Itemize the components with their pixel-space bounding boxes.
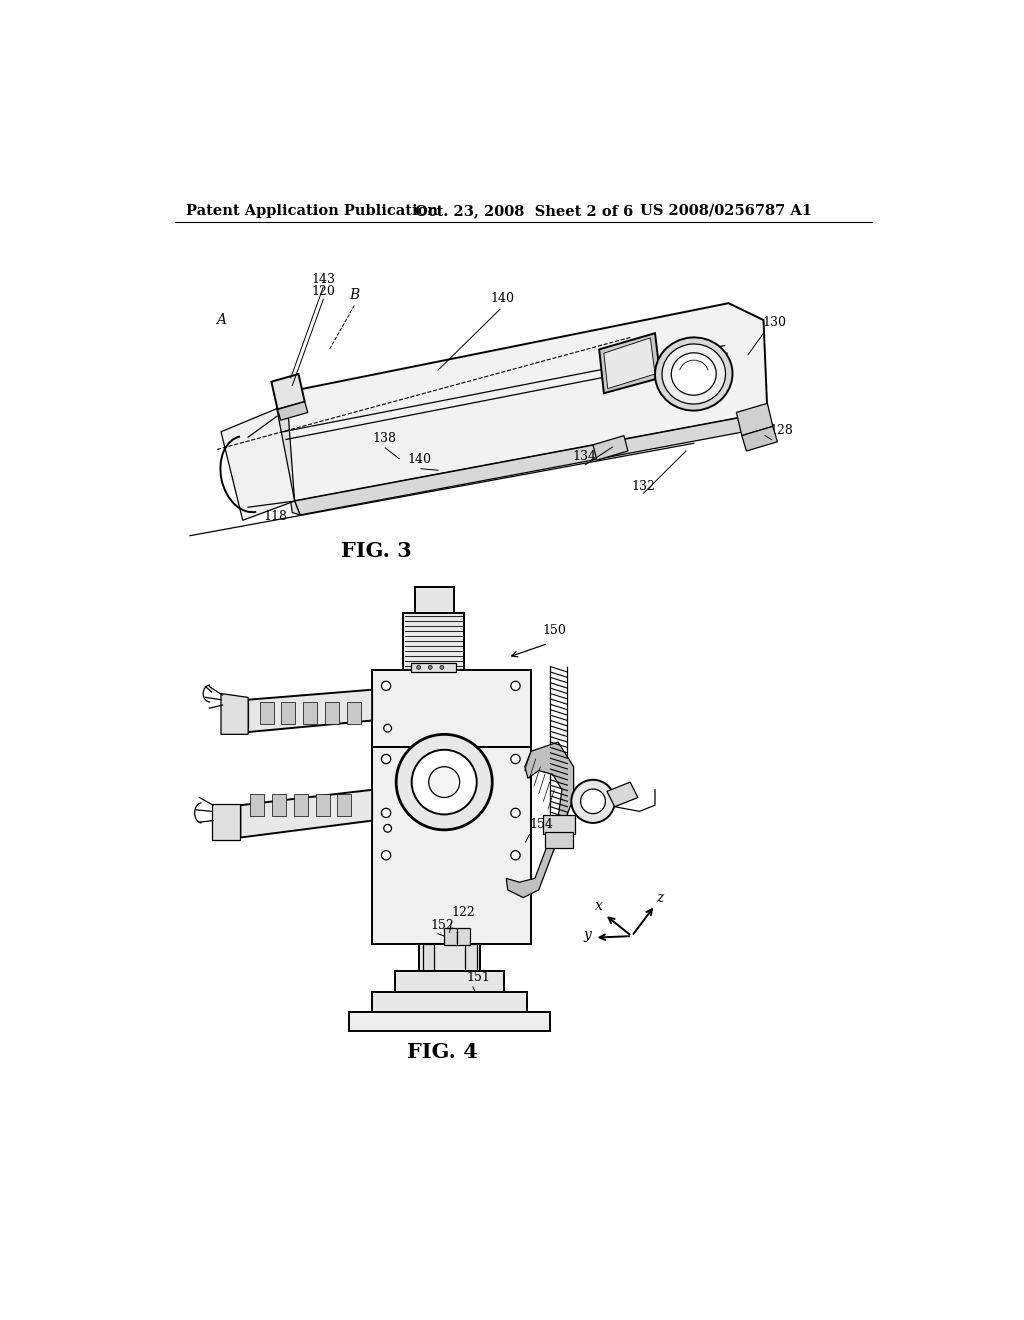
Text: US 2008/0256787 A1: US 2008/0256787 A1 <box>640 203 811 218</box>
Circle shape <box>440 665 443 669</box>
Text: Patent Application Publication: Patent Application Publication <box>186 203 438 218</box>
Circle shape <box>384 725 391 733</box>
FancyBboxPatch shape <box>294 795 308 816</box>
Circle shape <box>417 665 421 669</box>
Polygon shape <box>604 338 655 388</box>
Polygon shape <box>276 304 767 502</box>
FancyBboxPatch shape <box>346 702 360 723</box>
FancyBboxPatch shape <box>423 944 434 982</box>
Text: 120: 120 <box>311 285 336 298</box>
Text: A: A <box>216 313 225 327</box>
Text: FIG. 3: FIG. 3 <box>341 541 412 561</box>
FancyBboxPatch shape <box>349 1011 550 1031</box>
FancyBboxPatch shape <box>303 702 317 723</box>
Circle shape <box>381 755 391 763</box>
Circle shape <box>384 825 391 832</box>
Circle shape <box>381 850 391 859</box>
FancyBboxPatch shape <box>403 612 464 671</box>
Text: 143: 143 <box>311 273 336 286</box>
FancyBboxPatch shape <box>545 832 572 847</box>
Ellipse shape <box>672 352 716 395</box>
Text: B: B <box>349 288 359 302</box>
Circle shape <box>511 808 520 817</box>
FancyBboxPatch shape <box>372 671 531 747</box>
Text: Oct. 23, 2008  Sheet 2 of 6: Oct. 23, 2008 Sheet 2 of 6 <box>415 203 633 218</box>
Circle shape <box>381 681 391 690</box>
Text: 154: 154 <box>529 818 553 832</box>
Circle shape <box>428 665 432 669</box>
FancyBboxPatch shape <box>444 928 457 945</box>
FancyBboxPatch shape <box>272 795 286 816</box>
Polygon shape <box>221 409 295 520</box>
Circle shape <box>381 808 391 817</box>
Polygon shape <box>221 693 248 734</box>
Polygon shape <box>506 742 573 898</box>
Text: 138: 138 <box>373 432 397 445</box>
Text: 118: 118 <box>263 511 288 523</box>
Ellipse shape <box>655 338 732 411</box>
Polygon shape <box>295 412 773 515</box>
Text: z: z <box>656 891 664 906</box>
Text: 128: 128 <box>770 424 794 437</box>
Ellipse shape <box>662 345 726 404</box>
Polygon shape <box>212 804 241 840</box>
Text: 132: 132 <box>632 479 655 492</box>
FancyBboxPatch shape <box>411 663 456 672</box>
Circle shape <box>511 681 520 690</box>
Polygon shape <box>241 789 372 837</box>
Polygon shape <box>736 404 773 436</box>
FancyBboxPatch shape <box>372 991 527 1014</box>
Circle shape <box>429 767 460 797</box>
Text: x: x <box>595 899 602 913</box>
Text: 134: 134 <box>572 450 596 463</box>
Text: 140: 140 <box>490 292 515 305</box>
Text: y: y <box>584 928 592 942</box>
Polygon shape <box>741 426 777 451</box>
Text: 140: 140 <box>407 453 431 466</box>
Circle shape <box>511 850 520 859</box>
Polygon shape <box>276 393 300 515</box>
Text: 122: 122 <box>452 906 475 919</box>
Polygon shape <box>278 401 308 420</box>
Polygon shape <box>593 436 628 461</box>
Polygon shape <box>271 374 305 409</box>
FancyBboxPatch shape <box>282 702 295 723</box>
Text: 152: 152 <box>430 919 454 932</box>
Circle shape <box>571 780 614 822</box>
FancyBboxPatch shape <box>260 702 273 723</box>
Polygon shape <box>607 781 638 807</box>
FancyBboxPatch shape <box>325 702 339 723</box>
FancyBboxPatch shape <box>420 671 446 944</box>
Text: 151: 151 <box>467 970 490 983</box>
FancyBboxPatch shape <box>251 795 264 816</box>
Text: 150: 150 <box>543 624 566 638</box>
Text: 130: 130 <box>762 317 786 329</box>
FancyBboxPatch shape <box>415 586 454 612</box>
FancyBboxPatch shape <box>543 816 575 834</box>
FancyBboxPatch shape <box>420 944 480 970</box>
Circle shape <box>511 755 520 763</box>
FancyBboxPatch shape <box>454 671 480 944</box>
FancyBboxPatch shape <box>458 928 470 945</box>
FancyBboxPatch shape <box>337 795 351 816</box>
Text: FIG. 4: FIG. 4 <box>407 1041 478 1061</box>
Circle shape <box>396 734 493 830</box>
FancyBboxPatch shape <box>372 747 531 944</box>
FancyBboxPatch shape <box>465 944 477 982</box>
Polygon shape <box>599 333 660 393</box>
Circle shape <box>412 750 477 814</box>
FancyBboxPatch shape <box>315 795 330 816</box>
Polygon shape <box>248 689 372 733</box>
FancyBboxPatch shape <box>395 970 504 994</box>
Circle shape <box>581 789 605 813</box>
